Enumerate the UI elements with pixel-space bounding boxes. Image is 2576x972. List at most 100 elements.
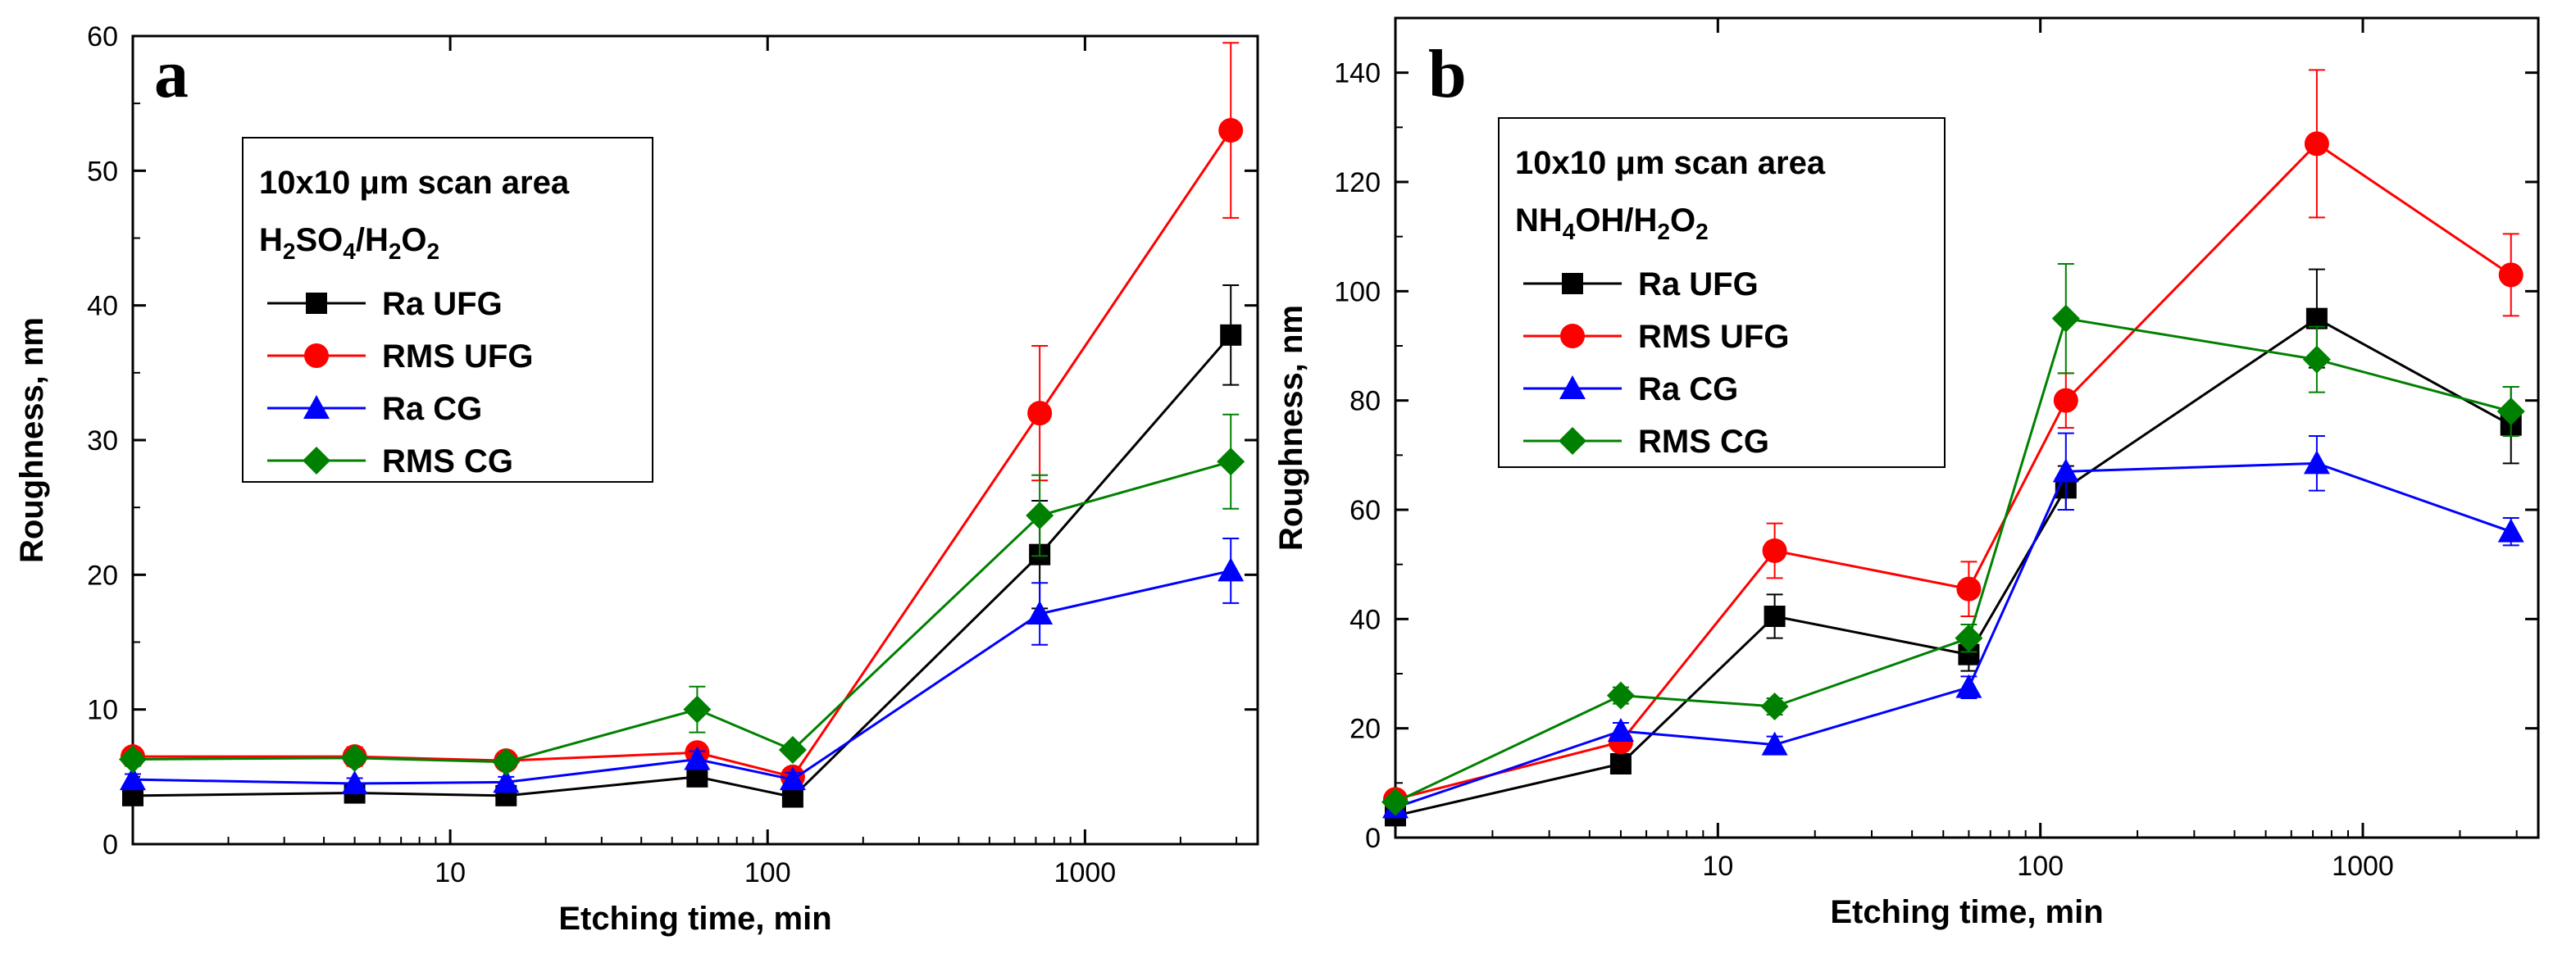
series-line — [132, 569, 1231, 785]
data-point — [2051, 304, 2080, 333]
x-tick-label: 100 — [744, 857, 791, 888]
data-point — [493, 769, 520, 793]
legend-subscript: 2 — [389, 238, 402, 264]
series-ra-cg — [120, 537, 1245, 795]
legend-formula-part: H — [259, 222, 283, 258]
y-tick-label: 0 — [102, 829, 118, 861]
data-point — [1607, 718, 1634, 742]
data-point — [340, 743, 369, 772]
data-point — [2304, 131, 2329, 157]
legend-title: 10x10 μm scan area — [259, 165, 570, 201]
data-point — [1761, 731, 1788, 756]
data-point — [1026, 502, 1054, 530]
legend-marker — [303, 447, 330, 475]
data-point — [1955, 624, 1983, 652]
data-point — [1217, 447, 1245, 476]
y-tick-label: 80 — [1349, 386, 1381, 417]
y-tick-label: 60 — [87, 21, 118, 52]
data-point — [683, 695, 712, 724]
data-point — [2053, 388, 2078, 413]
data-point — [1027, 401, 1053, 426]
plot-frame — [1394, 16, 2540, 839]
y-tick-label: 10 — [87, 695, 118, 726]
y-tick-label: 40 — [1349, 604, 1381, 635]
series-rms-cg — [1381, 263, 2525, 816]
series-line — [132, 460, 1231, 764]
data-point — [1955, 674, 1982, 698]
data-point — [2305, 307, 2328, 329]
data-point — [341, 770, 368, 795]
panel-letter: b — [1428, 36, 1467, 112]
legend-formula-part: O — [1670, 202, 1695, 238]
panel-letter: a — [154, 36, 189, 112]
data-point — [778, 735, 807, 764]
legend-entry-label: Ra CG — [382, 391, 482, 427]
legend-subscript: 4 — [343, 238, 356, 264]
legend-entry-label: RMS UFG — [382, 338, 533, 375]
y-tick-label: 40 — [87, 291, 118, 322]
y-tick-label: 100 — [1334, 276, 1381, 307]
chart-panel-b: 0 20 40 60 80 100 120 140 10 100 1000 Etching time,… — [1273, 16, 2540, 930]
legend-entry-label: RMS UFG — [1638, 319, 1789, 355]
data-point — [1956, 576, 1982, 602]
legend-subscript: 4 — [1563, 219, 1576, 244]
legend-formula-part: OH/H — [1575, 202, 1657, 238]
data-point — [1217, 557, 1245, 582]
series-ra-cg — [1382, 432, 2524, 819]
legend-entry-label: Ra UFG — [382, 286, 503, 322]
data-point — [2303, 450, 2330, 475]
legend-formula-part: /H — [356, 222, 389, 258]
x-axis-title: Etching time, min — [558, 901, 831, 937]
legend-entry-label: RMS CG — [1638, 424, 1769, 460]
legend-marker — [1559, 427, 1586, 455]
y-tick-label: 20 — [87, 560, 118, 591]
data-point — [2498, 262, 2524, 288]
data-point — [2496, 397, 2525, 425]
y-tick-label: 0 — [1365, 823, 1381, 854]
legend-title: 10x10 μm scan area — [1515, 145, 1826, 181]
legend-subscript: 2 — [427, 238, 440, 264]
x-tick-label: 10 — [1702, 851, 1733, 882]
y-tick-label: 30 — [87, 425, 118, 456]
data-point — [1760, 693, 1789, 720]
chart-panel-a: 0 10 20 30 40 50 60 10 100 1000 Etching time, min R… — [14, 21, 1259, 937]
x-tick-label: 100 — [2017, 851, 2064, 882]
legend-subscript: 2 — [1657, 219, 1670, 244]
data-point — [1381, 788, 1409, 816]
data-point — [1218, 118, 1244, 143]
y-tick-label: 60 — [1349, 495, 1381, 526]
legend-formula-part: SO — [295, 222, 343, 258]
series-rms-cg — [119, 413, 1245, 776]
legend-marker — [1560, 324, 1585, 348]
y-tick-label: 50 — [87, 156, 118, 187]
legend-marker — [306, 293, 327, 314]
legend-marker — [304, 343, 329, 368]
x-axis-title: Etching time, min — [1830, 894, 2103, 930]
y-tick-label: 140 — [1334, 58, 1381, 89]
data-point — [1220, 324, 1242, 346]
data-point — [1762, 538, 1787, 563]
x-tick-label: 1000 — [1054, 857, 1117, 888]
y-axis-title: Roughness, nm — [1273, 305, 1309, 551]
data-point — [492, 747, 521, 776]
data-point — [1609, 753, 1632, 774]
legend-formula-part: O — [401, 222, 426, 258]
legend-marker — [303, 395, 330, 419]
legend-formula-part: NH — [1515, 202, 1563, 238]
legend-marker — [1562, 273, 1583, 294]
data-point — [684, 746, 711, 770]
x-tick-label: 10 — [435, 857, 466, 888]
data-point — [2497, 518, 2524, 543]
data-point — [2052, 458, 2079, 483]
y-tick-label: 20 — [1349, 714, 1381, 745]
legend-subtitle: H2SO4/H2O2 — [259, 222, 439, 264]
legend-entry-label: Ra CG — [1638, 371, 1738, 407]
data-point — [120, 766, 146, 791]
data-point — [1764, 606, 1786, 627]
legend-entry-label: RMS CG — [382, 443, 513, 479]
data-point — [119, 745, 147, 774]
y-axis-title: Roughness, nm — [14, 317, 50, 563]
data-point — [2302, 345, 2331, 374]
